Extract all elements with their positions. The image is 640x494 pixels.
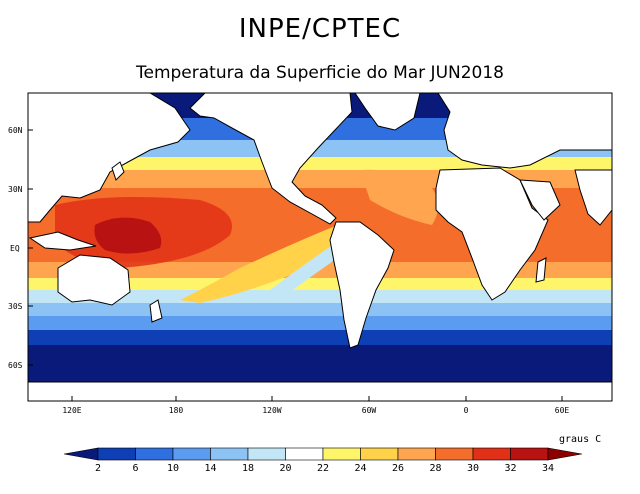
colorbar-tick-label: 22 [317,463,329,474]
lat-label-30s: 30S [8,302,23,311]
colorbar-tick-label: 20 [279,463,291,474]
sst-band-subpolar-south [28,330,612,346]
lat-label-eq: EQ [10,244,20,253]
lon-axis: 120E 180 120W 60W 0 60E [62,396,569,415]
colorbar-segment [285,447,324,461]
sst-band-mild-south [28,278,612,292]
lon-label-180: 180 [169,406,184,415]
colorbar-tick-label: 2 [95,463,101,474]
colorbar-tick-label: 34 [542,463,554,474]
colorbar-tick-label: 32 [504,463,516,474]
new-zealand [149,299,163,323]
colorbar-segment [322,447,361,461]
antarctica [28,381,612,401]
lat-axis: 60N 30N EQ 30S 60S [8,126,33,370]
sst-band-warm-south [28,262,612,280]
indonesia-islands [28,231,97,251]
color-legend: 2 6 10 14 18 20 22 24 26 28 30 32 34 [63,447,583,474]
australia [57,254,131,306]
lon-label-120e: 120E [62,406,81,415]
colorbar-tick-label: 10 [167,463,179,474]
lat-label-60n: 60N [8,126,23,135]
colorbar-segment [135,447,174,461]
page-title: INPE/CPTEC [238,14,402,44]
colorbar-tick-label: 30 [467,463,479,474]
colorbar-segment [360,447,399,461]
colorbar-segment [172,447,211,461]
colorbar-tick-label: 18 [242,463,254,474]
colorbar-tick-label: 6 [132,463,138,474]
north-america [189,93,353,225]
lat-label-30n: 30N [8,185,23,194]
colorbar-segment [397,447,436,461]
sst-cold-tongue [180,225,345,303]
sst-band-cool-south [28,290,612,304]
india [574,169,612,226]
lon-label-120w: 120W [262,406,281,415]
africa [435,167,549,301]
colorbar-tick-label: 14 [204,463,216,474]
greenland [354,93,421,131]
arabia [519,179,561,221]
colorbar-low-arrow [63,447,99,461]
colorbar-segment [472,447,511,461]
sst-band-cold-south [28,303,612,317]
europe [437,93,612,169]
south-america [329,221,395,349]
colorbar-tick-label: 28 [429,463,441,474]
colorbar-segment [247,447,286,461]
japan-island [111,161,125,181]
map-frame [27,92,613,402]
map-subtitle: Temperatura da Superficie do Mar JUN2018 [136,63,504,83]
lon-label-60e: 60E [555,406,570,415]
colorbar-segment [510,447,549,461]
sst-atlantic-warm [360,169,439,225]
lon-label-0: 0 [464,406,469,415]
colorbar-segment [97,447,136,461]
colorbar-high-arrow [547,447,583,461]
sst-band-colder-south [28,316,612,332]
colorbar-segment [435,447,474,461]
colorbar-tick-label: 24 [354,463,366,474]
legend-units: graus C [559,434,602,445]
colorbar-tick-label: 26 [392,463,404,474]
land-masses [28,93,612,401]
lat-label-60s: 60S [8,361,23,370]
asia-landmass [28,93,191,223]
madagascar [535,257,547,283]
lon-label-60w: 60W [362,406,377,415]
colorbar-segment [210,447,249,461]
